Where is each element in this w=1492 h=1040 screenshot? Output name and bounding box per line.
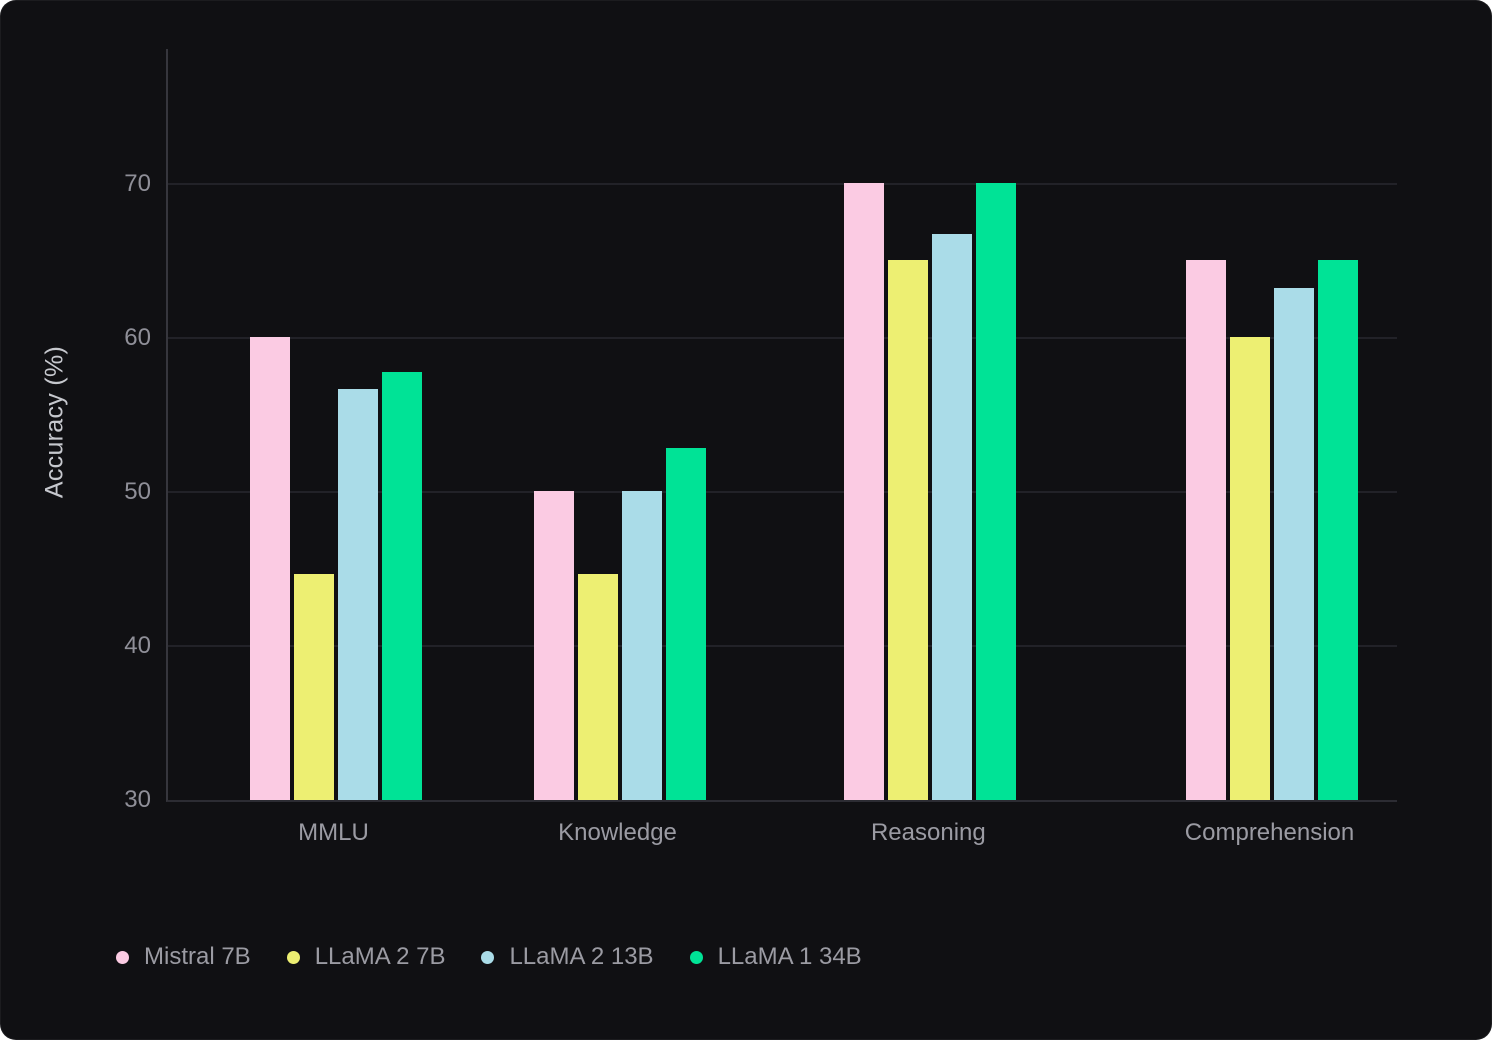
bar-llama-2-7b-mmlu: [293, 573, 334, 800]
bar-llama-1-34b-reasoning: [976, 182, 1017, 800]
gridline-50: [168, 491, 1397, 494]
legend-label-llama-2-13b: LLaMA 2 13B: [509, 943, 654, 970]
bar-mistral-7b-comprehension: [1185, 259, 1226, 800]
legend-item-llama-1-34b[interactable]: LLaMA 1 34B: [689, 943, 862, 971]
x-axis-labels: MMLU Knowledge Reasoning Comprehension: [166, 819, 1395, 859]
bar-llama-2-13b-knowledge: [621, 490, 662, 800]
gridline-40: [168, 645, 1397, 648]
legend-item-mistral-7b[interactable]: Mistral 7B: [116, 943, 251, 971]
bar-llama-1-34b-mmlu: [381, 372, 422, 800]
legend-swatch-llama-2-7b-icon: [286, 950, 300, 964]
legend-label-llama-2-7b: LLaMA 2 7B: [314, 943, 446, 970]
bar-llama-2-13b-reasoning: [932, 233, 973, 800]
y-tick-label-50: 50: [124, 478, 151, 506]
bar-group-mmlu: [249, 49, 422, 800]
legend-swatch-mistral-7b-icon: [116, 950, 129, 964]
bar-llama-2-7b-knowledge: [577, 573, 618, 800]
gridline-70: [168, 183, 1397, 186]
y-tick-label-40: 40: [124, 632, 151, 660]
bar-llama-2-7b-comprehension: [1229, 336, 1270, 800]
bar-llama-1-34b-comprehension: [1317, 259, 1358, 800]
legend-label-mistral-7b: Mistral 7B: [144, 943, 251, 970]
y-tick-label-70: 70: [124, 170, 151, 198]
x-category-label-knowledge: Knowledge: [558, 819, 677, 846]
bar-group-comprehension: [1185, 49, 1358, 800]
y-axis-ticks: 30 40 50 60 70: [1, 49, 151, 812]
x-category-label-comprehension: Comprehension: [1184, 819, 1355, 846]
legend-label-llama-1-34b: LLaMA 1 34B: [717, 943, 862, 970]
x-category-label-reasoning: Reasoning: [870, 819, 986, 846]
legend-swatch-llama-1-34b-icon: [689, 950, 703, 964]
bar-llama-2-7b-reasoning: [888, 259, 929, 800]
legend: Mistral 7B LLaMA 2 7B LLaMA 2 13B LLaMA 1 3…: [116, 942, 862, 972]
y-tick-label-30: 30: [124, 786, 151, 813]
y-tick-label-60: 60: [124, 324, 151, 352]
plot-area: [166, 49, 1397, 802]
bar-mistral-7b-knowledge: [533, 490, 574, 800]
legend-item-llama-2-7b[interactable]: LLaMA 2 7B: [286, 943, 446, 971]
bar-llama-1-34b-knowledge: [665, 447, 706, 800]
bar-llama-2-13b-mmlu: [337, 389, 378, 800]
bar-mistral-7b-mmlu: [249, 336, 290, 800]
bar-mistral-7b-reasoning: [844, 182, 885, 800]
legend-swatch-llama-2-13b-icon: [481, 950, 495, 964]
gridline-60: [168, 337, 1397, 340]
bar-group-reasoning: [844, 49, 1017, 800]
bar-group-knowledge: [533, 49, 706, 800]
x-category-label-mmlu: MMLU: [298, 819, 369, 846]
bar-llama-2-13b-comprehension: [1273, 287, 1314, 800]
legend-item-llama-2-13b[interactable]: LLaMA 2 13B: [481, 943, 654, 971]
